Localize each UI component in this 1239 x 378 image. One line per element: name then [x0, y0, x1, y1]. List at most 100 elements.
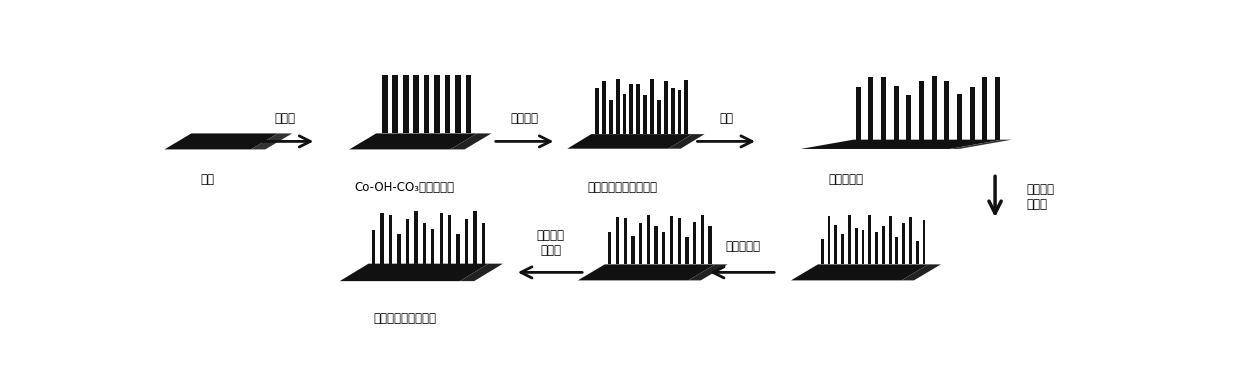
- Polygon shape: [460, 264, 503, 281]
- Bar: [382, 75, 388, 133]
- Bar: [828, 216, 830, 264]
- Polygon shape: [165, 133, 278, 149]
- Bar: [932, 76, 937, 139]
- Text: 担载催化剂: 担载催化剂: [725, 240, 760, 253]
- Text: 有序化气体扩散电极: 有序化气体扩散电极: [373, 313, 436, 325]
- Bar: [616, 217, 620, 264]
- Bar: [647, 215, 650, 264]
- Text: 金属包覆的纳米棒阵列: 金属包覆的纳米棒阵列: [587, 181, 658, 194]
- Bar: [424, 75, 430, 133]
- Bar: [380, 213, 384, 264]
- Bar: [405, 220, 409, 264]
- Bar: [602, 81, 606, 134]
- Bar: [685, 237, 689, 264]
- Bar: [855, 228, 857, 264]
- Bar: [909, 217, 912, 264]
- Bar: [639, 223, 642, 264]
- Bar: [643, 94, 647, 134]
- Bar: [919, 81, 924, 139]
- Bar: [466, 75, 471, 133]
- Bar: [389, 215, 393, 264]
- Polygon shape: [567, 134, 693, 149]
- Polygon shape: [250, 133, 292, 149]
- Bar: [608, 100, 613, 134]
- Text: Co-OH-CO₃纳米棒阵列: Co-OH-CO₃纳米棒阵列: [354, 181, 455, 194]
- Polygon shape: [790, 264, 928, 280]
- Bar: [440, 213, 442, 264]
- Bar: [957, 94, 961, 139]
- Bar: [372, 230, 375, 264]
- Text: 净化处理
（二）: 净化处理 （二）: [536, 229, 565, 257]
- Bar: [693, 222, 696, 264]
- Bar: [893, 87, 898, 139]
- Bar: [834, 225, 838, 264]
- Bar: [398, 234, 400, 264]
- Bar: [869, 77, 873, 139]
- Bar: [881, 77, 886, 139]
- Bar: [414, 211, 418, 264]
- Polygon shape: [668, 134, 705, 149]
- Text: 净化处理
（一）: 净化处理 （一）: [1027, 183, 1054, 211]
- Bar: [856, 87, 861, 139]
- Bar: [595, 88, 598, 134]
- Bar: [657, 99, 660, 134]
- Bar: [995, 77, 1000, 139]
- Bar: [882, 226, 885, 264]
- Polygon shape: [349, 133, 477, 149]
- Bar: [847, 215, 851, 264]
- Text: 转印: 转印: [719, 112, 733, 125]
- Polygon shape: [450, 133, 492, 149]
- Bar: [916, 242, 918, 264]
- Polygon shape: [689, 264, 727, 280]
- Bar: [631, 236, 634, 264]
- Bar: [393, 75, 398, 133]
- Bar: [456, 234, 460, 264]
- Bar: [861, 230, 865, 264]
- Bar: [701, 215, 704, 264]
- Bar: [670, 217, 673, 264]
- Bar: [623, 218, 627, 264]
- Bar: [896, 237, 898, 264]
- Bar: [820, 239, 824, 264]
- Bar: [684, 80, 689, 134]
- Bar: [670, 88, 674, 134]
- Bar: [709, 226, 711, 264]
- Text: 磁控溅射: 磁控溅射: [510, 112, 539, 125]
- Bar: [902, 223, 906, 264]
- Bar: [650, 79, 654, 134]
- Bar: [616, 79, 620, 134]
- Bar: [944, 81, 949, 139]
- Bar: [664, 81, 668, 134]
- Bar: [907, 94, 911, 139]
- Polygon shape: [949, 139, 1012, 149]
- Polygon shape: [800, 139, 1002, 149]
- Bar: [629, 84, 633, 134]
- Bar: [678, 218, 681, 264]
- Bar: [983, 77, 987, 139]
- Bar: [678, 90, 681, 134]
- Bar: [662, 232, 665, 264]
- Bar: [414, 75, 419, 133]
- Polygon shape: [902, 264, 940, 280]
- Bar: [422, 223, 426, 264]
- Bar: [888, 215, 892, 264]
- Polygon shape: [339, 264, 488, 281]
- Bar: [637, 84, 641, 134]
- Bar: [482, 223, 486, 264]
- Text: 水热法: 水热法: [274, 112, 295, 125]
- Bar: [434, 75, 440, 133]
- Bar: [923, 220, 926, 264]
- Bar: [654, 226, 658, 264]
- Text: 气体扩散层: 气体扩散层: [829, 173, 864, 186]
- Bar: [623, 94, 627, 134]
- Bar: [841, 234, 844, 264]
- Polygon shape: [577, 264, 715, 280]
- Bar: [970, 87, 975, 139]
- Bar: [473, 211, 477, 264]
- Bar: [455, 75, 461, 133]
- Bar: [465, 219, 468, 264]
- Bar: [449, 215, 451, 264]
- Bar: [403, 75, 409, 133]
- Bar: [431, 229, 435, 264]
- Bar: [875, 232, 878, 264]
